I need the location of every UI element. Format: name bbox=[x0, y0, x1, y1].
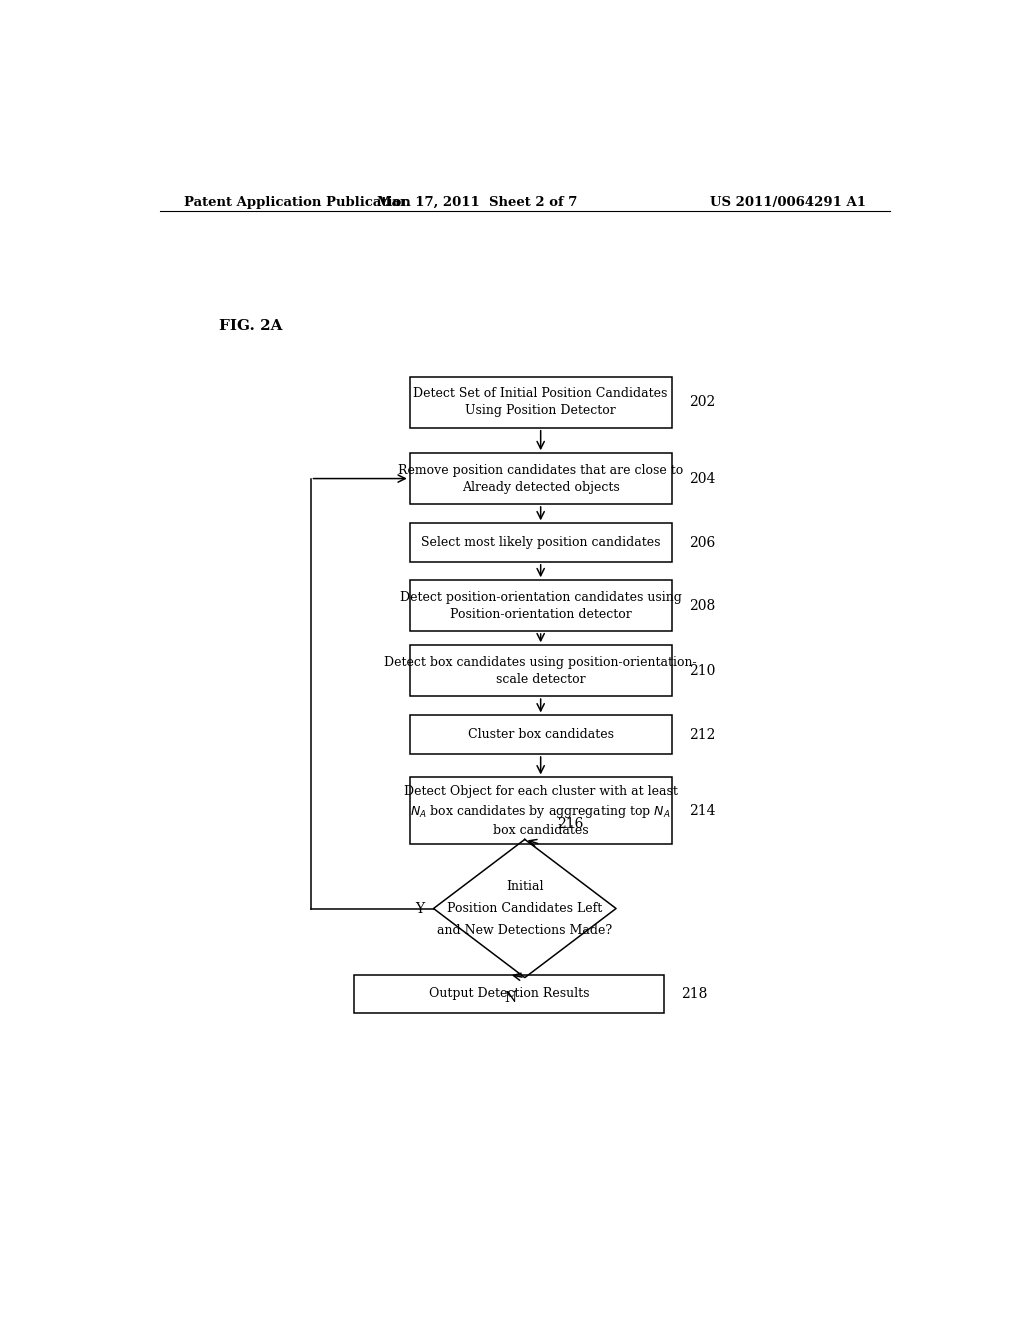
Text: US 2011/0064291 A1: US 2011/0064291 A1 bbox=[710, 195, 866, 209]
Text: Detect Object for each cluster with at least
$N_A$ box candidates by aggregating: Detect Object for each cluster with at l… bbox=[403, 785, 678, 837]
Text: 204: 204 bbox=[689, 471, 716, 486]
Text: and New Detections Made?: and New Detections Made? bbox=[437, 924, 612, 937]
Text: Detect Set of Initial Position Candidates
Using Position Detector: Detect Set of Initial Position Candidate… bbox=[414, 387, 668, 417]
Text: 212: 212 bbox=[689, 727, 716, 742]
Text: Y: Y bbox=[415, 902, 424, 916]
Text: 214: 214 bbox=[689, 804, 716, 818]
Text: 216: 216 bbox=[557, 817, 583, 832]
Text: 208: 208 bbox=[689, 598, 716, 612]
Text: Position Candidates Left: Position Candidates Left bbox=[447, 902, 602, 915]
Bar bbox=[410, 715, 672, 754]
Bar bbox=[410, 523, 672, 562]
Bar bbox=[410, 453, 672, 504]
Bar bbox=[410, 378, 672, 428]
Text: Patent Application Publication: Patent Application Publication bbox=[183, 195, 411, 209]
Text: Output Detection Results: Output Detection Results bbox=[429, 987, 589, 1001]
Text: Detect position-orientation candidates using
Position-orientation detector: Detect position-orientation candidates u… bbox=[399, 590, 682, 620]
Text: Initial: Initial bbox=[506, 879, 544, 892]
Bar bbox=[410, 645, 672, 696]
Bar bbox=[410, 777, 672, 845]
Bar bbox=[354, 974, 664, 1014]
Text: Cluster box candidates: Cluster box candidates bbox=[468, 729, 613, 742]
Text: FIG. 2A: FIG. 2A bbox=[219, 319, 283, 333]
Text: 210: 210 bbox=[689, 664, 716, 677]
Text: Mar. 17, 2011  Sheet 2 of 7: Mar. 17, 2011 Sheet 2 of 7 bbox=[377, 195, 578, 209]
Text: 206: 206 bbox=[689, 536, 716, 549]
Bar bbox=[410, 581, 672, 631]
Text: Select most likely position candidates: Select most likely position candidates bbox=[421, 536, 660, 549]
Text: 218: 218 bbox=[681, 987, 708, 1001]
Text: Detect box candidates using position-orientation-
scale detector: Detect box candidates using position-ori… bbox=[384, 656, 697, 685]
Text: N: N bbox=[505, 991, 516, 1005]
Text: 202: 202 bbox=[689, 395, 716, 409]
Text: Remove position candidates that are close to
Already detected objects: Remove position candidates that are clos… bbox=[398, 463, 683, 494]
